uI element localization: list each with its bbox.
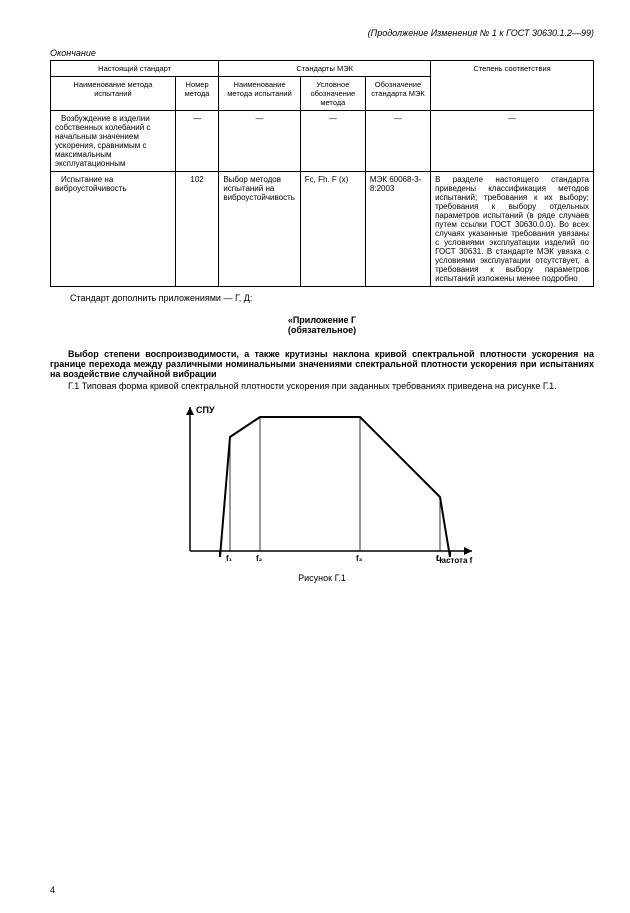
cell: Выбор методов испытаний на виброустойчив… — [219, 172, 300, 287]
header-method-num: Номер метода — [175, 77, 218, 111]
appendix-title: «Приложение Г (обязательное) — [50, 315, 594, 335]
cell: Возбуждение в изделии собственных колеба… — [51, 111, 176, 172]
cell: 102 — [175, 172, 218, 287]
header-method-name: Наименование метода испытаний — [51, 77, 176, 111]
table-group-header-row: Настоящий стандарт Стандарты МЭК Степень… — [51, 61, 594, 77]
table-continuation-label: Окончание — [50, 48, 594, 58]
table-row: Возбуждение в изделии собственных колеба… — [51, 111, 594, 172]
table-row: Испытание на виброустойчивость 102 Выбор… — [51, 172, 594, 287]
appendix-line2: (обязательное) — [288, 325, 356, 335]
svg-text:f₄: f₄ — [436, 554, 443, 563]
cell: — — [365, 111, 430, 172]
cell: В разделе настоящего стандарта приведены… — [431, 172, 594, 287]
cell: МЭК 60068-3-8:2003 — [365, 172, 430, 287]
cell: — — [431, 111, 594, 172]
svg-text:f₁: f₁ — [226, 554, 233, 563]
paragraph: Г.1 Типовая форма кривой спектральной пл… — [50, 381, 594, 391]
header-iec-method-name: Наименование метода испытаний — [219, 77, 300, 111]
group-header-own: Настоящий стандарт — [51, 61, 219, 77]
header-iec-symbol: Условное обозначение метода — [300, 77, 365, 111]
cell: — — [219, 111, 300, 172]
standards-table: Настоящий стандарт Стандарты МЭК Степень… — [50, 60, 594, 287]
page-number: 4 — [50, 885, 55, 895]
group-header-iec: Стандарты МЭК — [219, 61, 431, 77]
page-header: (Продолжение Изменения № 1 к ГОСТ 30630.… — [50, 28, 594, 38]
header-conformity: Степень соответствия — [431, 61, 594, 111]
svg-text:f₃: f₃ — [356, 554, 363, 563]
chart-container: СПУЧастота ff₁f₂f₃f₄ — [50, 399, 594, 571]
cell: Испытание на виброустойчивость — [51, 172, 176, 287]
cell: — — [175, 111, 218, 172]
supplement-note: Стандарт дополнить приложениями — Г, Д: — [70, 293, 594, 303]
svg-text:СПУ: СПУ — [196, 405, 215, 415]
spectral-density-chart: СПУЧастота ff₁f₂f₃f₄ — [162, 399, 482, 569]
appendix-line1: «Приложение Г — [288, 315, 356, 325]
header-iec-std: Обозначение стандарта МЭК — [365, 77, 430, 111]
cell: — — [300, 111, 365, 172]
chart-caption: Рисунок Г.1 — [50, 573, 594, 583]
svg-text:f₂: f₂ — [256, 554, 263, 563]
section-heading: Выбор степени воспроизводимости, а также… — [50, 349, 594, 379]
cell: Fc, Fh. F (x) — [300, 172, 365, 287]
